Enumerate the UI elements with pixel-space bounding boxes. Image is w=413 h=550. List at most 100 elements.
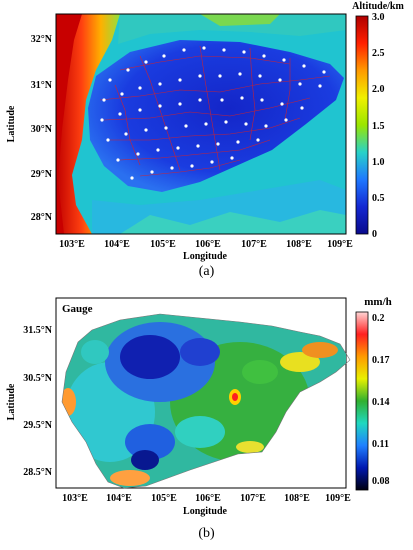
colorbar-tick: 1.5 (372, 121, 385, 132)
gauge-station-dot (184, 124, 188, 128)
gauge-station-dot (158, 104, 162, 108)
gauge-station-dot (116, 158, 120, 162)
gauge-station-dot (170, 166, 174, 170)
y-tick-label: 29°N (31, 169, 53, 180)
gauge-station-dot (222, 48, 226, 52)
gauge-station-dot (238, 72, 242, 76)
colorbar-gradient (355, 15, 369, 235)
y-axis-title: Latitude (6, 383, 17, 420)
gauge-map-svg: Gauge 31.5°N 30.5°N 29.5°N 28.5°N 103°E … (6, 296, 392, 517)
x-tick-label: 108°E (286, 239, 312, 250)
gauge-station-dot (264, 124, 268, 128)
gauge-station-dot (126, 68, 130, 72)
gauge-station-dot (150, 170, 154, 174)
gauge-station-dot (244, 122, 248, 126)
gauge-station-dot (302, 64, 306, 68)
precipitation-field (62, 314, 346, 488)
x-tick-label: 105°E (151, 493, 177, 504)
y-tick-label: 29.5°N (23, 420, 52, 431)
gauge-station-dot (216, 142, 220, 146)
river-network (99, 45, 331, 177)
gauge-station-dot (176, 146, 180, 150)
gauge-station-dot (224, 120, 228, 124)
colorbar-tick: 2.5 (372, 48, 385, 59)
x-axis-title: Longitude (183, 251, 227, 262)
gauge-station-dot (178, 78, 182, 82)
gauge-station-dot (196, 144, 200, 148)
y-tick-label: 28.5°N (23, 467, 52, 478)
gauge-station-dot (178, 102, 182, 106)
gauge-station-dot (138, 86, 142, 90)
y-axis-title: Latitude (6, 105, 17, 142)
gauge-station-dot (318, 84, 322, 88)
gauge-station-dot (284, 118, 288, 122)
gauge-station-dot (236, 140, 240, 144)
gauge-station-dot (130, 176, 134, 180)
colorbar-tick: 0.11 (372, 439, 389, 450)
gauge-station-dot (202, 46, 206, 50)
y-tick-label: 31°N (31, 80, 53, 91)
altitude-map-x-ticks: 103°E 104°E 105°E 106°E 107°E 108°E 109°… (59, 239, 353, 250)
gauge-station-dot (100, 118, 104, 122)
gauge-station-dot (282, 58, 286, 62)
gauge-map-x-ticks: 103°E 104°E 105°E 106°E 107°E 108°E 109°… (62, 493, 351, 504)
colorbar-tick: 2.0 (372, 84, 385, 95)
gauge-station-dot (298, 82, 302, 86)
colorbar-tick: 1.0 (372, 157, 385, 168)
colorbar-tick: 0.14 (372, 397, 390, 408)
gauge-station-dot (220, 98, 224, 102)
gauge-station-dot (120, 92, 124, 96)
gauge-station-dot (124, 132, 128, 136)
colorbar-tick: 0.08 (372, 476, 390, 487)
colorbar-tick: 0 (372, 229, 377, 240)
x-tick-label: 106°E (195, 493, 221, 504)
gauge-station-dot (164, 126, 168, 130)
gauge-station-dot (240, 96, 244, 100)
gauge-station-dot (118, 112, 122, 116)
x-tick-label: 103°E (59, 239, 85, 250)
gauge-station-dot (280, 102, 284, 106)
gauge-station-dot (242, 50, 246, 54)
gauge-station-dot (106, 138, 110, 142)
gauge-map-label: Gauge (62, 303, 93, 315)
gauge-station-dot (102, 98, 106, 102)
gauge-map-y-ticks: 31.5°N 30.5°N 29.5°N 28.5°N (23, 325, 52, 478)
altitude-map-y-ticks: 32°N 31°N 30°N 29°N 28°N (31, 34, 53, 223)
gauge-station-dot (218, 74, 222, 78)
y-tick-label: 31.5°N (23, 325, 52, 336)
x-tick-label: 105°E (150, 239, 176, 250)
gauge-station-dot (256, 138, 260, 142)
x-axis-title: Longitude (183, 506, 227, 517)
x-tick-label: 107°E (240, 493, 266, 504)
y-tick-label: 30.5°N (23, 373, 52, 384)
gauge-station-dot (300, 106, 304, 110)
colorbar-gradient (355, 311, 369, 491)
gauge-map-panel: Gauge 31.5°N 30.5°N 29.5°N 28.5°N 103°E … (0, 292, 413, 520)
y-tick-label: 32°N (31, 34, 53, 45)
y-tick-label: 28°N (31, 212, 53, 223)
altitude-map-area (55, 13, 347, 235)
x-tick-label: 108°E (284, 493, 310, 504)
gauge-station-dot (322, 70, 326, 74)
x-tick-label: 106°E (195, 239, 221, 250)
panel-b-caption: (b) (198, 526, 215, 541)
x-tick-label: 104°E (104, 239, 130, 250)
gauge-station-dot (156, 148, 160, 152)
altitude-map-panel: 32°N 31°N 30°N 29°N 28°N 103°E 104°E 105… (0, 0, 413, 262)
colorbar-tick: 0.5 (372, 193, 385, 204)
gauge-station-dot (144, 128, 148, 132)
gauge-station-dot (162, 54, 166, 58)
gauge-stations (100, 46, 326, 180)
y-tick-label: 30°N (31, 124, 53, 135)
gauge-station-dot (278, 78, 282, 82)
colorbar-title: Altitude/km (352, 1, 404, 12)
altitude-map-svg: 32°N 31°N 30°N 29°N 28°N 103°E 104°E 105… (6, 1, 405, 262)
colorbar-tick: 3.0 (372, 12, 385, 23)
gauge-station-dot (182, 48, 186, 52)
x-tick-label: 103°E (62, 493, 88, 504)
gauge-station-dot (138, 108, 142, 112)
colorbar-title: mm/h (364, 296, 392, 308)
colorbar-tick: 0.17 (372, 355, 390, 366)
gauge-station-dot (198, 98, 202, 102)
altitude-colorbar: Altitude/km 3.0 2.5 2.0 1.5 1.0 0.5 0 (352, 1, 404, 240)
